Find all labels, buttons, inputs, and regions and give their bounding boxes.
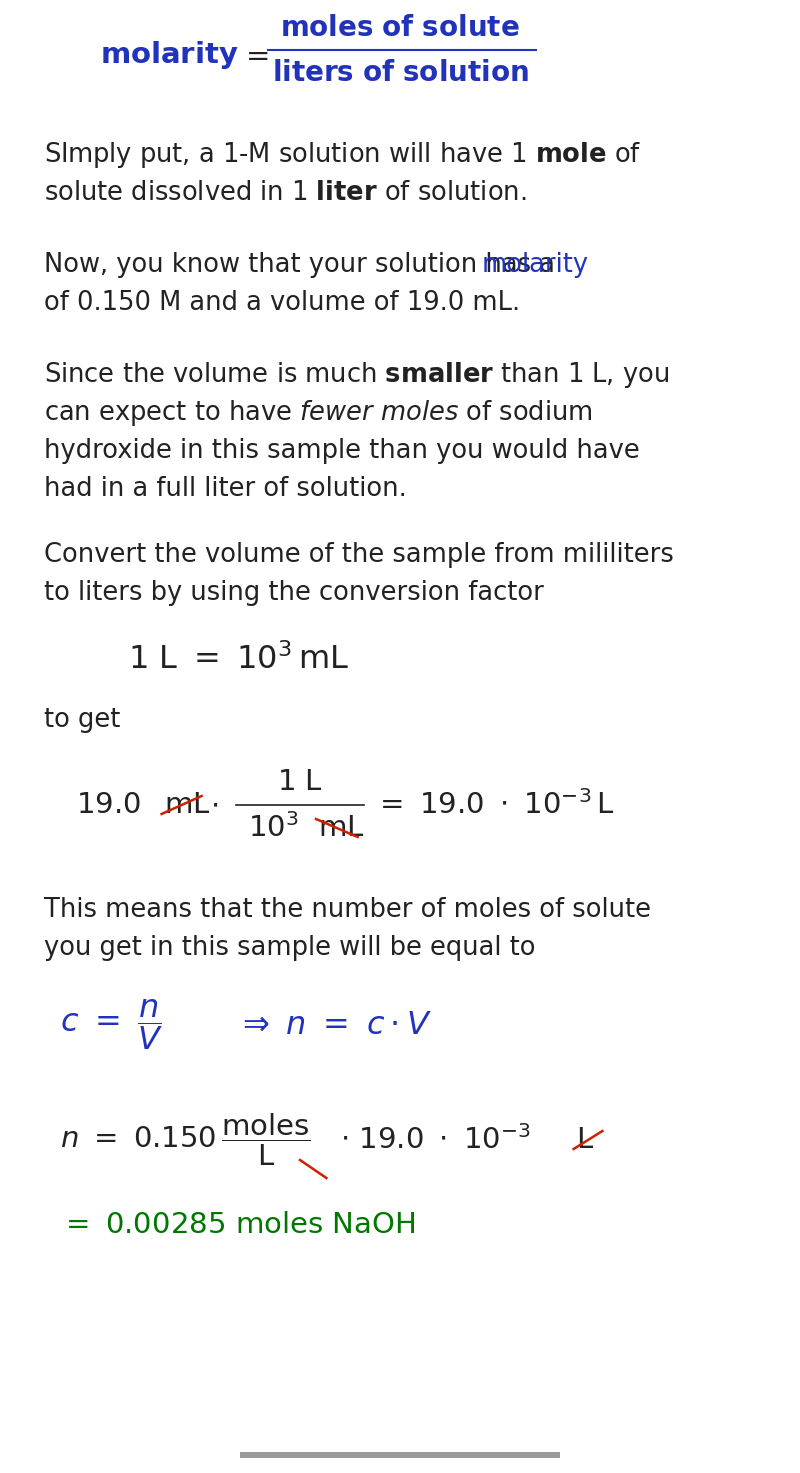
Text: can expect to have $\it{fewer\ moles}$ of sodium: can expect to have $\it{fewer\ moles}$ o…	[44, 398, 593, 429]
Text: This means that the number of moles of solute: This means that the number of moles of s…	[44, 897, 651, 924]
Text: $n\ =\ 0.150\,\dfrac{\mathrm{moles}}{\mathrm{L}}$: $n\ =\ 0.150\,\dfrac{\mathrm{moles}}{\ma…	[60, 1112, 310, 1168]
Text: $\mathbf{liters\ of\ solution}$: $\mathbf{liters\ of\ solution}$	[272, 59, 528, 87]
Text: molarity: molarity	[482, 252, 589, 278]
Text: $c\ =\ \dfrac{n}{V}$: $c\ =\ \dfrac{n}{V}$	[60, 997, 163, 1053]
Text: to get: to get	[44, 707, 120, 734]
Text: hydroxide in this sample than you would have: hydroxide in this sample than you would …	[44, 437, 640, 464]
Text: of 0.150 M and a volume of 19.0 mL.: of 0.150 M and a volume of 19.0 mL.	[44, 290, 520, 317]
Text: $\mathrm{mL}$: $\mathrm{mL}$	[164, 791, 210, 819]
Text: $1\ \mathrm{L}$: $1\ \mathrm{L}$	[277, 767, 323, 795]
Text: $\mathbf{moles\ of\ solute}$: $\mathbf{moles\ of\ solute}$	[280, 15, 520, 43]
Text: $\cdot$: $\cdot$	[210, 791, 218, 819]
Text: $\mathbf{molarity}$: $\mathbf{molarity}$	[100, 38, 238, 71]
Text: Convert the volume of the sample from mililiters: Convert the volume of the sample from mi…	[44, 542, 674, 569]
Text: Since the volume is much $\mathbf{smaller}$ than 1 L, you: Since the volume is much $\mathbf{smalle…	[44, 359, 670, 390]
Text: you get in this sample will be equal to: you get in this sample will be equal to	[44, 935, 535, 960]
Text: solute dissolved in 1 $\mathbf{liter}$ of solution.: solute dissolved in 1 $\mathbf{liter}$ o…	[44, 180, 526, 206]
Text: $\mathrm{mL}$: $\mathrm{mL}$	[318, 815, 365, 843]
Text: SImply put, a 1-M solution will have 1 $\mathbf{mole}$ of: SImply put, a 1-M solution will have 1 $…	[44, 140, 642, 169]
Text: $\Rightarrow\ n\ =\ c\cdot V$: $\Rightarrow\ n\ =\ c\cdot V$	[236, 1009, 432, 1040]
Text: $=$: $=$	[240, 41, 269, 69]
Text: $=\ 0.00285\ \mathrm{moles\ NaOH}$: $=\ 0.00285\ \mathrm{moles\ NaOH}$	[60, 1211, 415, 1239]
Text: $\cdot\ 19.0\ \cdot\ 10^{-3}$: $\cdot\ 19.0\ \cdot\ 10^{-3}$	[340, 1125, 531, 1155]
Text: $\mathrm{L}$: $\mathrm{L}$	[576, 1125, 594, 1153]
Bar	[240, 1452, 560, 1458]
Text: $19.0$: $19.0$	[76, 791, 141, 819]
Text: Now, you know that your solution has a: Now, you know that your solution has a	[44, 252, 563, 278]
Text: $10^3$: $10^3$	[248, 813, 298, 843]
Text: had in a full liter of solution.: had in a full liter of solution.	[44, 476, 406, 502]
Text: $1\ \mathrm{L}\ =\ 10^3\,\mathrm{mL}$: $1\ \mathrm{L}\ =\ 10^3\,\mathrm{mL}$	[128, 644, 349, 676]
Text: $=\ 19.0\ \cdot\ 10^{-3}\,\mathrm{L}$: $=\ 19.0\ \cdot\ 10^{-3}\,\mathrm{L}$	[374, 790, 615, 820]
Text: to liters by using the conversion factor: to liters by using the conversion factor	[44, 580, 544, 605]
